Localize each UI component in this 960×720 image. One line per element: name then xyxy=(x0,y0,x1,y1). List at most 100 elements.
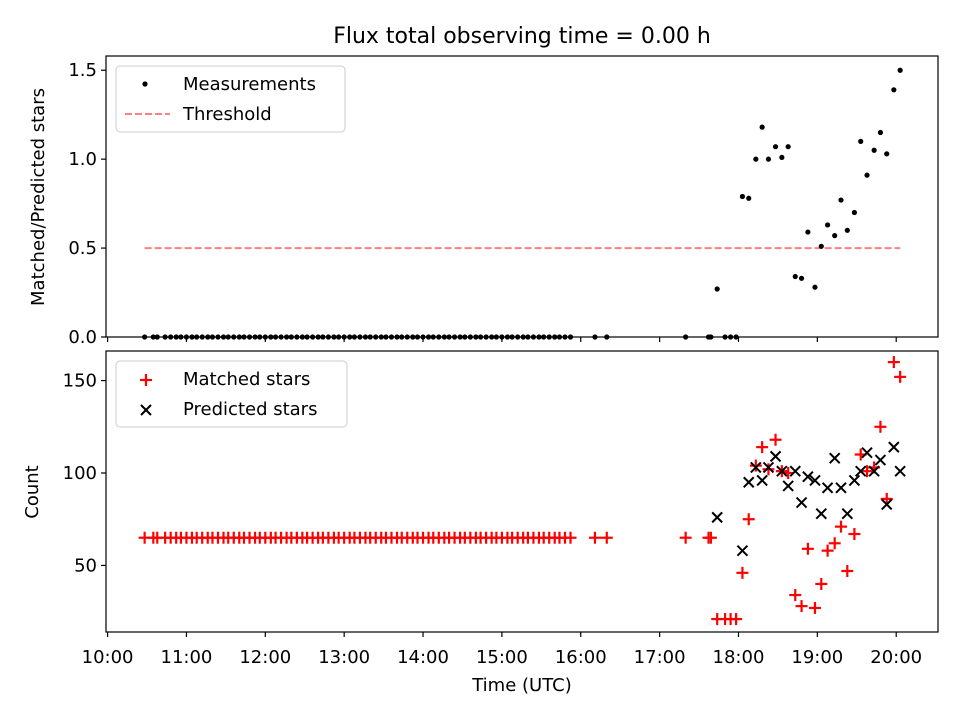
x-tick-label: 19:00 xyxy=(791,647,843,668)
predicted-point xyxy=(782,480,794,492)
bottom-legend: Matched stars Predicted stars xyxy=(115,360,348,428)
matched-point xyxy=(789,589,802,602)
predicted-point xyxy=(756,474,768,487)
matched-point xyxy=(762,463,775,476)
predicted-point xyxy=(776,465,788,477)
predicted-point xyxy=(769,450,782,463)
predicted-point xyxy=(881,498,893,511)
measurement-point xyxy=(824,222,831,228)
bottom-axes-frame xyxy=(105,350,939,633)
predicted-point xyxy=(848,474,861,487)
legend-label-measurements: Measurements xyxy=(183,74,316,95)
matched-point xyxy=(815,577,828,590)
legend-label-predicted: Predicted stars xyxy=(183,399,317,420)
matched-point xyxy=(808,601,821,614)
matched-point xyxy=(894,370,907,383)
measurement-point xyxy=(858,138,864,144)
matched-point xyxy=(749,459,762,472)
matched-point xyxy=(887,356,900,369)
measurement-point xyxy=(798,275,805,281)
measurement-point xyxy=(864,172,870,178)
predicted-point xyxy=(809,474,821,487)
predicted-point xyxy=(888,441,900,453)
matched-point xyxy=(679,531,692,544)
measurement-point xyxy=(792,273,798,280)
x-tick-label: 20:00 xyxy=(870,647,922,668)
matched-point xyxy=(769,433,782,446)
predicted-point xyxy=(894,465,906,477)
measurement-point xyxy=(779,154,785,160)
top-y-tick-label: 1.0 xyxy=(68,149,97,170)
measurement-point xyxy=(884,151,890,157)
bottom-y-tick-label: 150 xyxy=(63,371,97,392)
measurement-point xyxy=(877,129,884,136)
top-y-tick-label: 0.5 xyxy=(68,238,97,259)
measurement-point xyxy=(897,67,903,73)
measurement-point xyxy=(765,156,772,162)
matched-point xyxy=(874,420,887,433)
measurement-point xyxy=(746,195,752,201)
matched-point xyxy=(828,537,841,550)
measurement-point xyxy=(851,209,858,216)
measurement-point xyxy=(891,87,897,93)
measurement-point xyxy=(759,124,765,130)
matched-point xyxy=(880,492,893,505)
measurement-point xyxy=(805,229,811,235)
matched-point xyxy=(801,542,814,555)
legend-label-threshold: Threshold xyxy=(182,104,272,125)
measurement-point xyxy=(838,197,844,203)
measurement-point xyxy=(785,144,791,150)
top-ylabel: Matched/Predicted stars xyxy=(28,88,49,306)
x-tick-label: 11:00 xyxy=(161,647,213,668)
predicted-point xyxy=(762,461,775,474)
predicted-point xyxy=(743,476,755,488)
x-tick-label: 13:00 xyxy=(318,647,370,668)
matched-point xyxy=(848,528,861,541)
x-tick-label: 16:00 xyxy=(555,647,607,668)
top-legend: Measurements Threshold xyxy=(115,65,346,133)
predicted-point xyxy=(815,507,827,520)
matched-point xyxy=(821,544,834,557)
measurement-point xyxy=(753,156,759,162)
predicted-point xyxy=(711,511,723,524)
measurement-point xyxy=(812,284,818,290)
matched-point xyxy=(564,531,577,544)
measurement-point xyxy=(844,227,850,233)
predicted-point xyxy=(828,452,841,464)
matched-point xyxy=(600,531,613,544)
predicted-point xyxy=(841,507,854,520)
predicted-point xyxy=(835,482,847,494)
predicted-point xyxy=(874,454,887,466)
x-tick-label: 14:00 xyxy=(397,647,449,668)
top-y-tick-label: 1.5 xyxy=(68,60,97,81)
legend-marker-matched xyxy=(140,374,152,386)
measurement-point xyxy=(714,286,720,292)
x-tick-label: 15:00 xyxy=(476,647,528,668)
predicted-point xyxy=(750,461,762,474)
measurement-point xyxy=(739,193,746,200)
top-axes-frame xyxy=(105,55,939,338)
measurement-point xyxy=(818,243,824,249)
measurement-point xyxy=(871,147,877,153)
matched-point xyxy=(704,531,717,544)
matched-point xyxy=(841,564,854,577)
bottom-y-tick-label: 50 xyxy=(74,555,97,576)
predicted-point xyxy=(868,465,880,477)
predicted-point xyxy=(855,465,867,477)
matched-point xyxy=(795,600,808,613)
matched-point xyxy=(588,531,601,544)
matched-point xyxy=(861,465,874,478)
panel-count: 50 100 150 10:00 11:00 12:00 13:00 14:00 15:00 1… xyxy=(22,350,939,696)
x-tick-label: 17:00 xyxy=(634,647,686,668)
top-y-tick-label: 0.0 xyxy=(68,327,97,348)
x-tick-label: 10:00 xyxy=(82,647,134,668)
bottom-ylabel: Count xyxy=(22,465,43,518)
chart-title: Flux total observing time = 0.00 h xyxy=(333,24,711,49)
matched-point xyxy=(742,513,755,526)
measurement-point xyxy=(832,233,838,239)
x-axis-label: Time (UTC) xyxy=(471,675,572,696)
x-tick-label: 18:00 xyxy=(713,647,765,668)
predicted-point xyxy=(802,471,814,483)
predicted-point xyxy=(861,446,873,459)
